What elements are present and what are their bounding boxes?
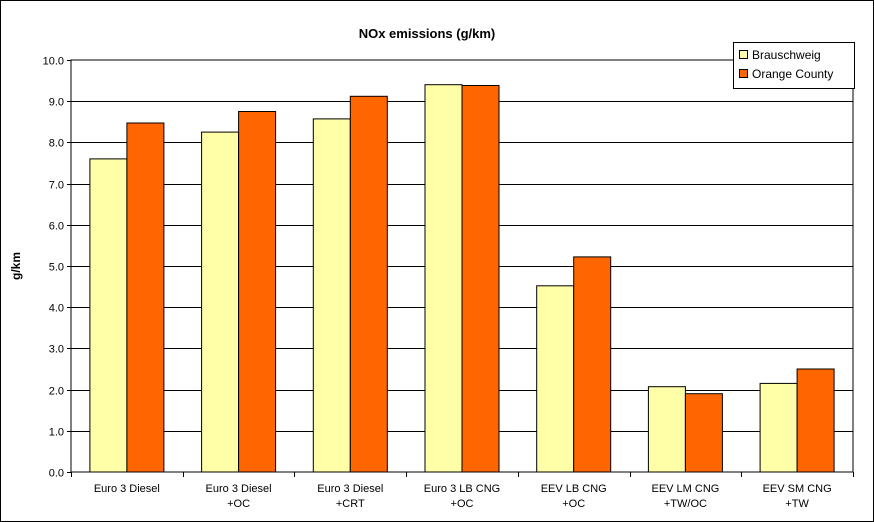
legend-label: Brauschweig [752,48,821,62]
bar [797,369,834,472]
y-tick-label: 10.0 [43,56,64,68]
y-tick-label: 4.0 [49,303,64,315]
y-tick-label: 0.0 [49,468,64,480]
legend-swatch [740,51,748,59]
x-category-label: EEV SM CNG +TW [763,483,832,510]
bar [760,383,797,472]
bar [90,159,127,472]
bar [425,85,462,472]
y-tick-label: 2.0 [49,386,64,398]
bar [574,257,611,472]
bar [648,387,685,472]
legend: Brauschweig Orange County [734,43,855,89]
bar [350,96,387,472]
bar [685,394,722,472]
y-tick-label: 1.0 [49,427,64,439]
y-tick-label: 3.0 [49,344,64,356]
y-tick-label: 8.0 [49,138,64,150]
y-axis-label: g/km [9,252,23,280]
x-category-label: Euro 3 LB CNG +OC [424,483,500,510]
bar [462,86,499,473]
legend-label: Orange County [752,67,833,81]
bar [239,112,276,473]
x-category-label: Euro 3 Diesel +CRT [317,483,383,510]
plot-area: 0.0 1.0 2.0 3.0 4.0 5.0 6.0 7.0 8.0 9.0 10.0 Euro 3… [43,56,854,511]
x-category-label: Euro 3 Diesel [94,483,160,495]
bar [537,286,574,472]
bar [127,123,164,472]
y-tick-label: 7.0 [49,180,64,192]
y-tick-label: 5.0 [49,262,64,274]
x-category-label: EEV LM CNG +TW/OC [651,483,719,510]
x-category-label: Euro 3 Diesel +OC [206,483,272,510]
chart-title: NOx emissions (g/km) [359,26,496,41]
legend-swatch [740,70,748,78]
y-tick-label: 9.0 [49,97,64,109]
x-category-label: EEV LB CNG +OC [541,483,607,510]
bar [313,119,350,472]
bar [202,132,239,472]
y-tick-label: 6.0 [49,221,64,233]
